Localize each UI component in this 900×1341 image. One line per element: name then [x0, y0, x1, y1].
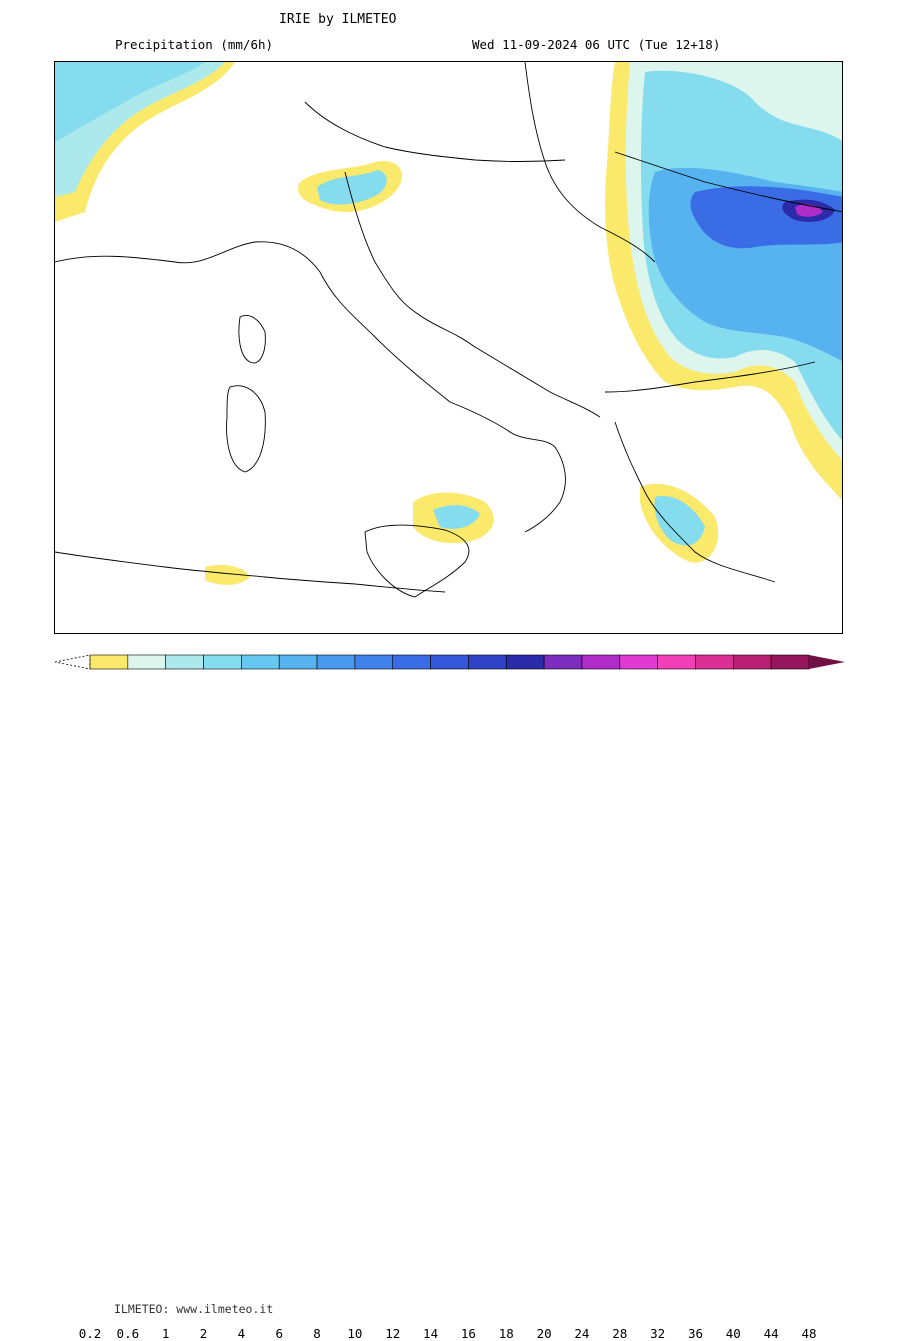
legend-tick-label: 0.6: [116, 1326, 140, 1341]
legend-swatch: [657, 654, 696, 670]
legend-swatch: [733, 654, 772, 670]
legend-swatch: [316, 654, 356, 670]
color-legend: ILMETEO: www.ilmeteo.it 0.2 0.6 1 2 4 6 8 10 12 1…: [0, 650, 900, 1341]
legend-swatch: [543, 654, 583, 670]
legend-swatch: [505, 654, 545, 670]
legend-swatch: [619, 654, 658, 670]
legend-swatch: [770, 654, 810, 670]
legend-colorbar: [54, 654, 845, 670]
legend-tick-label: 2: [199, 1326, 208, 1341]
legend-tick-label: 20: [536, 1326, 552, 1341]
legend-swatch: [203, 654, 242, 670]
legend-swatch: [278, 654, 318, 670]
legend-swatch: [581, 654, 621, 670]
coastlines-borders: [55, 62, 842, 598]
precipitation-field-balkans: [605, 62, 842, 500]
legend-swatch: [127, 654, 166, 670]
legend-swatch: [89, 654, 129, 670]
legend-tick-label: 28: [612, 1326, 628, 1341]
legend-tick-label: 24: [574, 1326, 590, 1341]
legend-tick-label: 36: [687, 1326, 703, 1341]
legend-swatch: [468, 654, 507, 670]
legend-left-arrow: [54, 654, 91, 670]
legend-tick-label: 0.2: [78, 1326, 102, 1341]
legend-tick-label: 40: [725, 1326, 741, 1341]
legend-tick-label: 14: [423, 1326, 439, 1341]
legend-tick-label: 48: [801, 1326, 817, 1341]
precipitation-field-south: [205, 483, 719, 585]
precipitation-field-west: [55, 62, 235, 222]
legend-swatch: [695, 654, 734, 670]
watermark-text: ILMETEO: www.ilmeteo.it: [114, 1302, 274, 1316]
precipitation-field-po-valley: [297, 161, 403, 212]
variable-label: Precipitation (mm/6h): [115, 37, 274, 52]
legend-tick-label: 10: [347, 1326, 363, 1341]
legend-tick-label: 32: [650, 1326, 666, 1341]
legend-swatch: [392, 654, 431, 670]
legend-swatch: [165, 654, 204, 670]
legend-tick-label: 1: [161, 1326, 170, 1341]
precipitation-map: [54, 61, 843, 634]
legend-tick-label: 4: [237, 1326, 246, 1341]
legend-tick-label: 8: [313, 1326, 321, 1341]
legend-tick-label: 44: [763, 1326, 779, 1341]
map-title: IRIE by ILMETEO: [279, 12, 397, 27]
legend-tick-label: 12: [385, 1326, 401, 1341]
legend-swatch: [241, 654, 280, 670]
legend-tick-label: 18: [498, 1326, 514, 1341]
forecast-datetime: Wed 11-09-2024 06 UTC (Tue 12+18): [472, 37, 721, 52]
legend-tick-label: 16: [460, 1326, 476, 1341]
legend-swatch: [430, 654, 469, 670]
legend-tick-label: 6: [275, 1326, 283, 1341]
legend-swatch: [354, 654, 394, 670]
legend-right-arrow: [809, 655, 845, 669]
